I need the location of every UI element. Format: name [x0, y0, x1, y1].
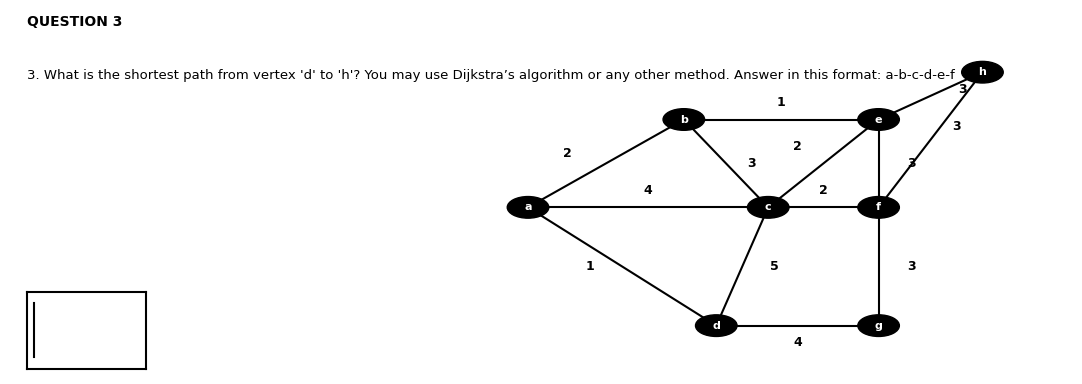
- Text: 4: 4: [644, 184, 652, 197]
- Text: 3: 3: [952, 120, 961, 133]
- Text: d: d: [712, 321, 721, 331]
- Text: 2: 2: [793, 140, 802, 153]
- Circle shape: [858, 109, 899, 130]
- Text: 2: 2: [563, 147, 571, 160]
- Text: QUESTION 3: QUESTION 3: [27, 15, 122, 29]
- Text: 3: 3: [959, 83, 967, 96]
- Text: 3. What is the shortest path from vertex 'd' to 'h'? You may use Dijkstra’s algo: 3. What is the shortest path from vertex…: [27, 69, 954, 82]
- Text: b: b: [679, 114, 688, 124]
- Circle shape: [748, 197, 789, 218]
- Text: 1: 1: [777, 96, 786, 109]
- Text: 3: 3: [907, 260, 915, 273]
- Text: 3: 3: [748, 157, 756, 170]
- Text: g: g: [874, 321, 883, 331]
- Circle shape: [858, 197, 899, 218]
- Text: 5: 5: [770, 260, 779, 273]
- Text: f: f: [876, 202, 881, 212]
- Text: 4: 4: [793, 336, 802, 349]
- Circle shape: [858, 315, 899, 336]
- Text: a: a: [525, 202, 531, 212]
- Circle shape: [663, 109, 704, 130]
- Circle shape: [507, 197, 549, 218]
- Text: 2: 2: [819, 184, 828, 197]
- Circle shape: [696, 315, 737, 336]
- Circle shape: [962, 61, 1003, 83]
- Text: 3: 3: [907, 157, 915, 170]
- Text: 1: 1: [585, 260, 594, 273]
- Text: c: c: [765, 202, 771, 212]
- Text: e: e: [875, 114, 882, 124]
- Text: h: h: [978, 67, 987, 77]
